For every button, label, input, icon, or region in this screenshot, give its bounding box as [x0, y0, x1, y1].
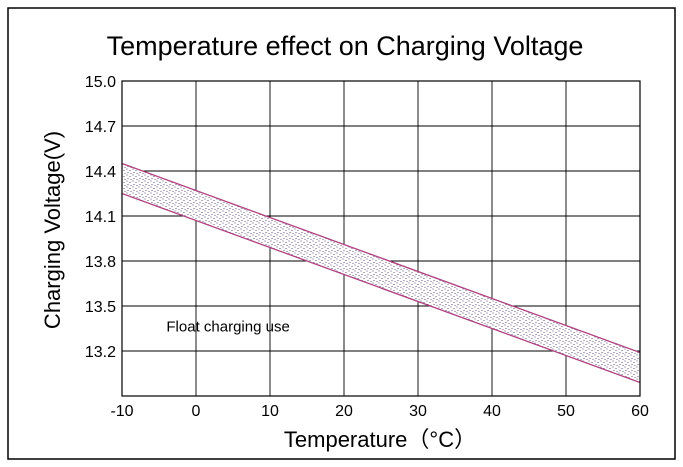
- x-tick-label: 10: [261, 403, 279, 420]
- y-tick-label: 13.2: [85, 344, 116, 361]
- x-tick-label: 0: [192, 403, 201, 420]
- x-tick-label: -10: [110, 403, 133, 420]
- y-tick-label: 13.8: [85, 254, 116, 271]
- y-tick-label: 13.5: [85, 299, 116, 316]
- float-charging-band: [122, 163, 640, 383]
- x-tick-label: 40: [483, 403, 501, 420]
- x-tick-labels: -10 0 10 20 30 40 50 60: [110, 403, 649, 420]
- x-axis-label: Temperature（°C）: [284, 427, 476, 452]
- y-tick-label: 14.1: [85, 209, 116, 226]
- chart-title: Temperature effect on Charging Voltage: [107, 31, 584, 61]
- plot-area-frame: [121, 80, 641, 397]
- x-tick-label: 20: [335, 403, 353, 420]
- y-tick-label: 15.0: [85, 74, 116, 91]
- y-axis-label: Charging Voltage(V): [40, 131, 65, 329]
- y-tick-labels: 15.0 14.7 14.4 14.1 13.8 13.5 13.2: [85, 74, 116, 361]
- band-lower-line: [121, 192, 641, 384]
- y-tick-label: 14.7: [85, 119, 116, 136]
- x-tick-label: 60: [631, 403, 649, 420]
- y-tick-label: 14.4: [85, 164, 116, 181]
- band-upper-line: [121, 162, 641, 354]
- x-tick-label: 30: [409, 403, 427, 420]
- x-tick-label: 50: [557, 403, 575, 420]
- band-annotation: Float charging use: [166, 319, 289, 336]
- figure-border: [7, 7, 676, 460]
